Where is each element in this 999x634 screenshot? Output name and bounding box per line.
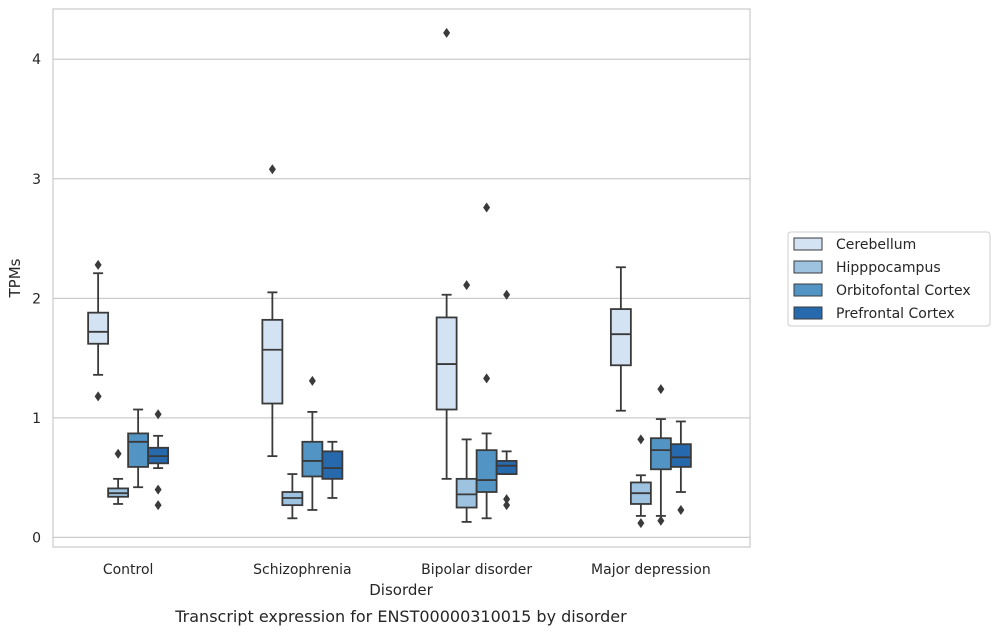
box xyxy=(455,477,478,509)
x-axis-ticks: Control Schizophrenia Bipolar disorder Majo… xyxy=(103,562,711,578)
outlier-point xyxy=(114,448,122,459)
y-tick-label: 1 xyxy=(32,411,41,427)
box xyxy=(609,308,632,367)
outlier-point xyxy=(268,164,276,175)
box xyxy=(475,449,498,493)
box-group xyxy=(261,164,284,458)
outlier-point xyxy=(154,500,162,511)
legend-label: Prefrontal Cortex xyxy=(836,306,955,322)
legend: Cerebellum Hipppocampus Orbitofontal Corte… xyxy=(787,231,991,327)
legend-frame xyxy=(787,231,991,327)
outlier-point xyxy=(677,504,685,515)
legend-label: Cerebellum xyxy=(836,237,916,253)
box-group xyxy=(127,408,150,489)
box xyxy=(301,440,324,478)
outlier-point xyxy=(637,518,645,529)
outlier-point xyxy=(637,434,645,445)
box-group xyxy=(87,259,110,402)
box-group xyxy=(301,375,324,511)
outlier-point xyxy=(463,280,471,291)
box-group xyxy=(455,280,478,523)
box-group xyxy=(495,289,518,511)
box xyxy=(261,318,284,405)
x-tick-label: Control xyxy=(103,562,154,578)
legend-label: Orbitofontal Cortex xyxy=(836,283,971,299)
box xyxy=(87,311,110,345)
box-group xyxy=(649,384,672,526)
y-tick-label: 3 xyxy=(32,172,41,188)
boxes xyxy=(87,27,692,529)
outlier-point xyxy=(308,375,316,386)
outlier-point xyxy=(94,391,102,402)
legend-swatch xyxy=(793,283,823,297)
gridlines xyxy=(53,58,750,539)
x-tick-label: Schizophrenia xyxy=(253,562,351,578)
x-tick-label: Bipolar disorder xyxy=(421,562,532,578)
legend-label: Hipppocampus xyxy=(836,260,941,276)
y-tick-label: 4 xyxy=(32,52,41,68)
box-group xyxy=(609,266,632,412)
outlier-point xyxy=(483,202,491,213)
y-axis-title: TPMs xyxy=(6,258,24,298)
outlier-point xyxy=(503,494,511,505)
y-axis-ticks: 0 1 2 3 4 xyxy=(32,52,41,546)
outlier-point xyxy=(657,515,665,526)
chart-caption: Transcript expression for ENST0000031001… xyxy=(174,607,627,626)
box xyxy=(649,437,672,471)
y-tick-label: 2 xyxy=(32,291,41,307)
outlier-point xyxy=(154,409,162,420)
box-group xyxy=(435,27,458,480)
box-group xyxy=(321,440,344,499)
box-group xyxy=(147,409,170,511)
box xyxy=(495,460,518,475)
legend-swatch xyxy=(793,260,823,274)
box xyxy=(669,443,692,468)
x-tick-label: Major depression xyxy=(591,562,711,578)
box-group xyxy=(629,434,652,529)
outlier-point xyxy=(503,289,511,300)
box-group xyxy=(669,420,692,515)
outlier-point xyxy=(154,484,162,495)
legend-swatch xyxy=(793,237,823,251)
plot-area-frame xyxy=(52,8,751,548)
box-group xyxy=(107,448,130,505)
box xyxy=(127,432,150,468)
y-tick-label: 0 xyxy=(32,530,41,546)
outlier-point xyxy=(94,259,102,270)
outlier-point xyxy=(483,373,491,384)
legend-swatch xyxy=(793,306,823,320)
outlier-point xyxy=(503,500,511,511)
box-group xyxy=(475,202,498,520)
x-axis-title: Disorder xyxy=(369,581,433,599)
box xyxy=(321,450,344,480)
box-group xyxy=(281,473,304,520)
outlier-point xyxy=(657,384,665,395)
outlier-point xyxy=(443,27,451,38)
